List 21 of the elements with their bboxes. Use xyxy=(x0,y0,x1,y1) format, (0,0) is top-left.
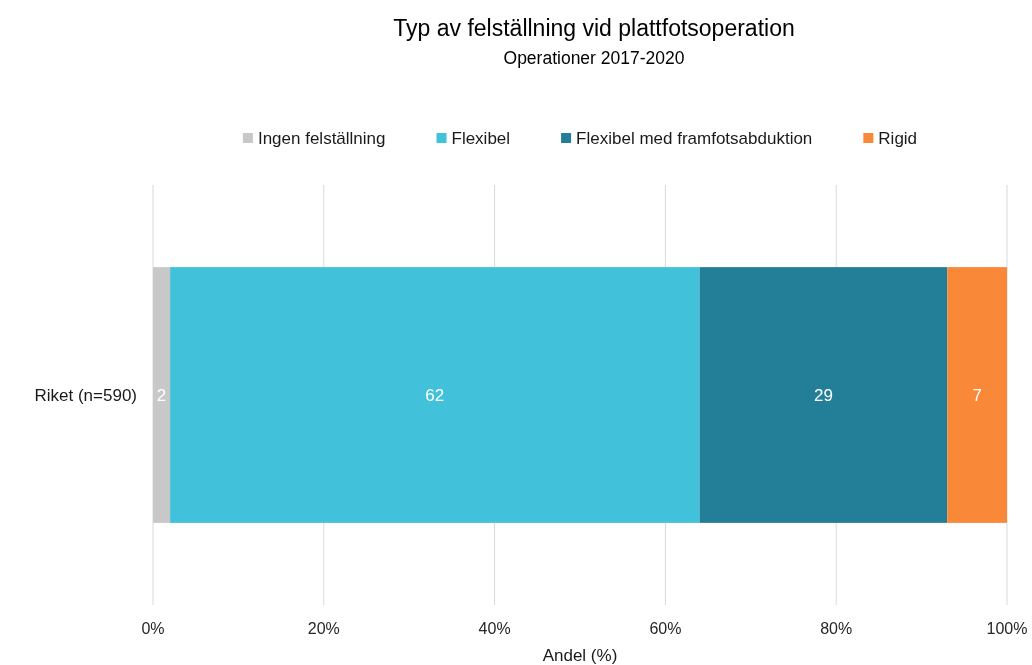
x-tick-label: 20% xyxy=(307,619,340,637)
x-tick-label: 0% xyxy=(141,619,165,637)
bar xyxy=(153,267,171,523)
y-tick-label: Riket (n=590) xyxy=(34,385,137,405)
data-label: 7 xyxy=(972,385,982,405)
legend-label: Flexibel xyxy=(451,128,511,148)
data-label: 62 xyxy=(425,385,445,405)
x-tick-label: 60% xyxy=(649,619,682,637)
x-tick-label: 40% xyxy=(478,619,511,637)
bar xyxy=(947,267,1007,523)
legend-label: Ingen felställning xyxy=(257,128,386,148)
chart-subtitle: Operationer 2017-2020 xyxy=(503,48,685,68)
data-label: 29 xyxy=(813,385,833,405)
chart-title: Typ av felställning vid plattfotsoperation xyxy=(393,15,795,41)
x-tick-label: 80% xyxy=(820,619,853,637)
x-tick-label: 100% xyxy=(986,619,1028,637)
legend-label: Rigid xyxy=(878,128,918,148)
x-axis-title: Andel (%) xyxy=(542,645,618,665)
bar xyxy=(170,267,700,523)
legend-label: Flexibel med framfotsabduktion xyxy=(576,128,813,148)
bar xyxy=(699,267,948,523)
